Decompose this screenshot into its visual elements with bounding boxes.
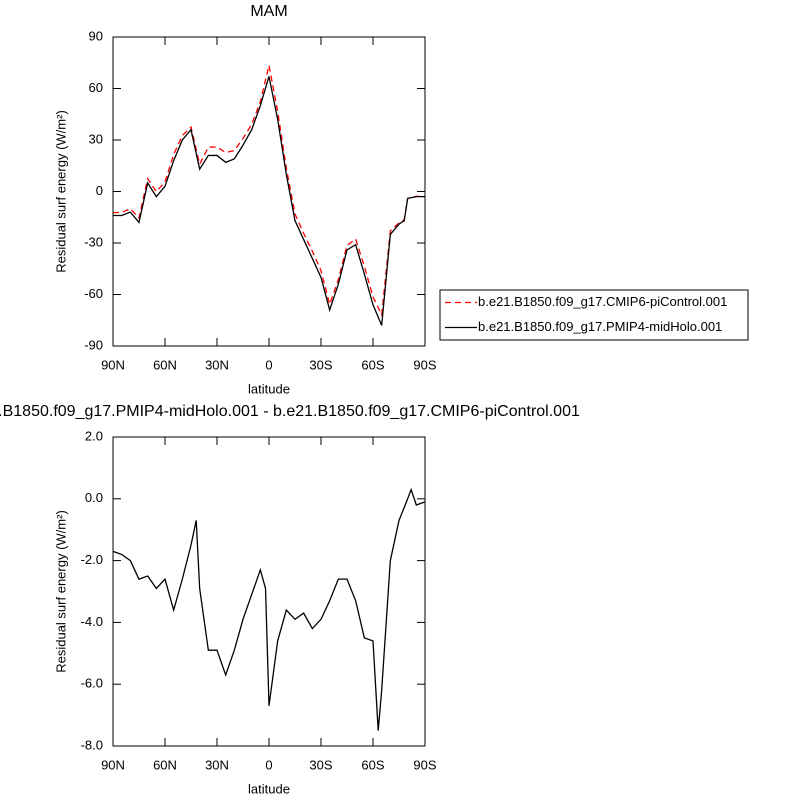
y-tick-label: 0 [96,183,103,198]
y-tick-label: 30 [89,131,103,146]
x-axis-label: latitude [248,781,290,796]
y-tick-label: -2.0 [81,552,103,567]
plot-frame [112,436,426,747]
x-tick-label: 0 [265,357,272,372]
y-tick-label: 90 [89,28,103,43]
chart-title: MAM [250,3,287,20]
x-tick-label: 90N [101,757,125,772]
x-tick-label: 30N [205,357,229,372]
legend-label: b.e21.B1850.f09_g17.CMIP6-piControl.001 [478,294,727,309]
y-tick-label: -30 [84,234,103,249]
y-tick-label: 2.0 [85,428,103,443]
y-tick-label: -90 [84,337,103,352]
y-tick-label: 60 [89,80,103,95]
y-tick-label: -6.0 [81,676,103,691]
y-tick-label: 0.0 [85,490,103,505]
data-line [112,487,426,731]
y-axis-label: Residual surf energy (W/m²) [53,510,68,673]
y-tick-label: -60 [84,286,103,301]
x-axis-label: latitude [248,381,290,396]
x-tick-label: 30S [309,757,332,772]
legend-label: b.e21.B1850.f09_g17.PMIP4-midHolo.001 [478,319,722,334]
chart-title: b.e21.B1850.f09_g17.PMIP4-midHolo.001 - … [0,403,580,420]
x-tick-label: 30S [309,357,332,372]
x-tick-label: 90S [413,357,436,372]
data-line [113,76,425,326]
x-tick-label: 0 [265,757,272,772]
legend-box [439,289,749,341]
data-line [112,65,426,318]
y-tick-label: -8.0 [81,737,103,752]
y-tick-label: -4.0 [81,614,103,629]
x-tick-label: 60N [153,757,177,772]
x-tick-label: 60S [361,757,384,772]
x-tick-label: 90S [413,757,436,772]
x-tick-label: 60N [153,357,177,372]
x-tick-label: 60S [361,357,384,372]
plot-frame [112,36,426,347]
y-axis-label: Residual surf energy (W/m²) [53,110,68,273]
x-tick-label: 30N [205,757,229,772]
x-tick-label: 90N [101,357,125,372]
